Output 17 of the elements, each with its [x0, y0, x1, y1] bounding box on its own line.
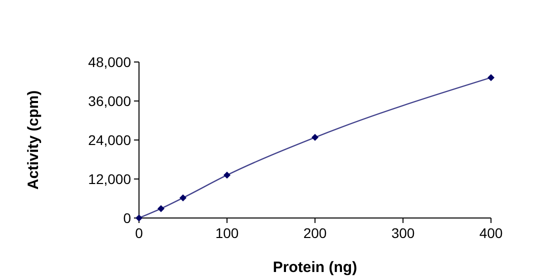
x-tick-label: 0: [135, 225, 144, 241]
y-tick-label: 24,000: [88, 132, 132, 148]
point: [224, 172, 230, 179]
y-tick-label: 36,000: [88, 92, 132, 109]
point: [488, 74, 494, 82]
point: [312, 134, 318, 141]
y-tick-label: 0: [123, 210, 132, 226]
point: [158, 205, 164, 212]
y-tick-label: 12,000: [88, 170, 132, 187]
y-tick-label: 48,000: [88, 54, 132, 70]
x-tick-label: 300: [391, 225, 415, 241]
x-axis-title: Protein (ng): [272, 259, 358, 276]
x-tick-label: 200: [303, 225, 327, 241]
x-tick-label: 100: [215, 225, 239, 241]
y-axis-title: Activity (cpm): [25, 90, 42, 190]
point: [180, 194, 186, 202]
x-tick-label: 400: [479, 225, 503, 241]
